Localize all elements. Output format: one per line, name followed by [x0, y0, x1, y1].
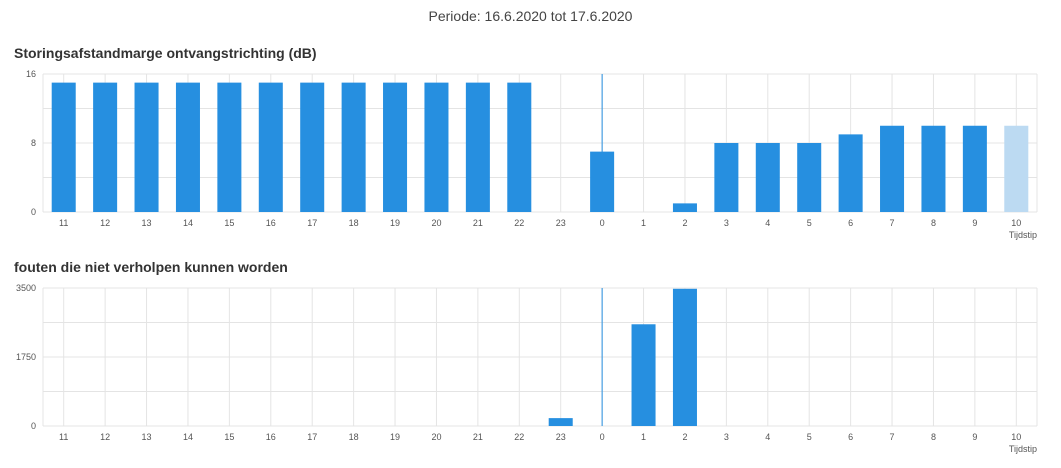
x-tick-label: 19	[390, 432, 400, 442]
y-tick-label: 0	[31, 421, 36, 431]
x-axis-label: Tijdstip	[1009, 444, 1037, 454]
chart1-title: Storingsafstandmarge ontvangstrichting (…	[14, 45, 317, 61]
x-tick-label: 11	[59, 218, 68, 228]
x-tick-label: 2	[682, 218, 687, 228]
x-tick-label: 6	[848, 218, 853, 228]
x-tick-label: 5	[807, 432, 812, 442]
bar	[672, 203, 697, 212]
bar	[672, 288, 697, 426]
x-tick-label: 4	[765, 432, 770, 442]
x-tick-label: 17	[307, 218, 317, 228]
bar	[300, 82, 325, 212]
bar	[797, 143, 822, 212]
x-tick-label: 0	[600, 218, 605, 228]
x-tick-label: 14	[183, 432, 193, 442]
x-tick-label: 0	[600, 432, 605, 442]
x-tick-label: 7	[890, 218, 895, 228]
x-tick-label: 8	[931, 432, 936, 442]
x-tick-label: 18	[349, 432, 359, 442]
x-tick-label: 13	[142, 218, 152, 228]
bar	[962, 125, 987, 212]
x-tick-label: 21	[473, 432, 483, 442]
x-tick-label: 10	[1011, 218, 1021, 228]
bar	[507, 82, 532, 212]
chart2-title: fouten die niet verholpen kunnen worden	[14, 259, 288, 275]
x-tick-label: 22	[514, 432, 524, 442]
x-tick-label: 15	[224, 218, 234, 228]
y-tick-label: 8	[31, 138, 36, 148]
x-axis-label: Tijdstip	[1009, 230, 1037, 240]
bar	[755, 143, 780, 212]
x-tick-label: 11	[59, 432, 68, 442]
x-tick-label: 23	[556, 218, 566, 228]
bar	[921, 125, 946, 212]
x-tick-label: 14	[183, 218, 193, 228]
x-tick-label: 15	[224, 432, 234, 442]
x-tick-label: 3	[724, 218, 729, 228]
x-tick-label: 13	[142, 432, 152, 442]
x-tick-label: 12	[100, 218, 110, 228]
bar	[424, 82, 449, 212]
x-tick-label: 3	[724, 432, 729, 442]
x-tick-label: 10	[1011, 432, 1021, 442]
bar	[1004, 125, 1029, 212]
x-tick-label: 21	[473, 218, 483, 228]
y-tick-label: 3500	[16, 283, 36, 293]
bar	[714, 143, 739, 212]
bar	[880, 125, 905, 212]
y-tick-label: 1750	[16, 352, 36, 362]
bar	[548, 418, 573, 426]
x-tick-label: 7	[890, 432, 895, 442]
bar	[175, 82, 200, 212]
bar	[134, 82, 159, 212]
x-tick-label: 17	[307, 432, 317, 442]
x-tick-label: 8	[931, 218, 936, 228]
x-tick-label: 16	[266, 218, 276, 228]
bar	[631, 324, 656, 426]
x-tick-label: 5	[807, 218, 812, 228]
x-tick-label: 18	[349, 218, 359, 228]
x-tick-label: 9	[972, 218, 977, 228]
bar	[258, 82, 283, 212]
x-tick-label: 6	[848, 432, 853, 442]
bar	[217, 82, 242, 212]
x-tick-label: 20	[431, 218, 441, 228]
x-tick-label: 23	[556, 432, 566, 442]
bar	[51, 82, 76, 212]
period-label: Periode: 16.6.2020 tot 17.6.2020	[428, 8, 633, 24]
x-tick-label: 2	[682, 432, 687, 442]
x-tick-label: 12	[100, 432, 110, 442]
x-tick-label: 20	[431, 432, 441, 442]
x-tick-label: 1	[641, 218, 646, 228]
x-tick-label: 9	[972, 432, 977, 442]
bar	[341, 82, 366, 212]
bar	[838, 134, 863, 212]
x-tick-label: 16	[266, 432, 276, 442]
bar	[93, 82, 118, 212]
bar	[383, 82, 408, 212]
bar	[465, 82, 490, 212]
x-tick-label: 4	[765, 218, 770, 228]
x-tick-label: 1	[641, 432, 646, 442]
y-tick-label: 0	[31, 207, 36, 217]
x-tick-label: 22	[514, 218, 524, 228]
x-tick-label: 19	[390, 218, 400, 228]
y-tick-label: 16	[26, 69, 36, 79]
